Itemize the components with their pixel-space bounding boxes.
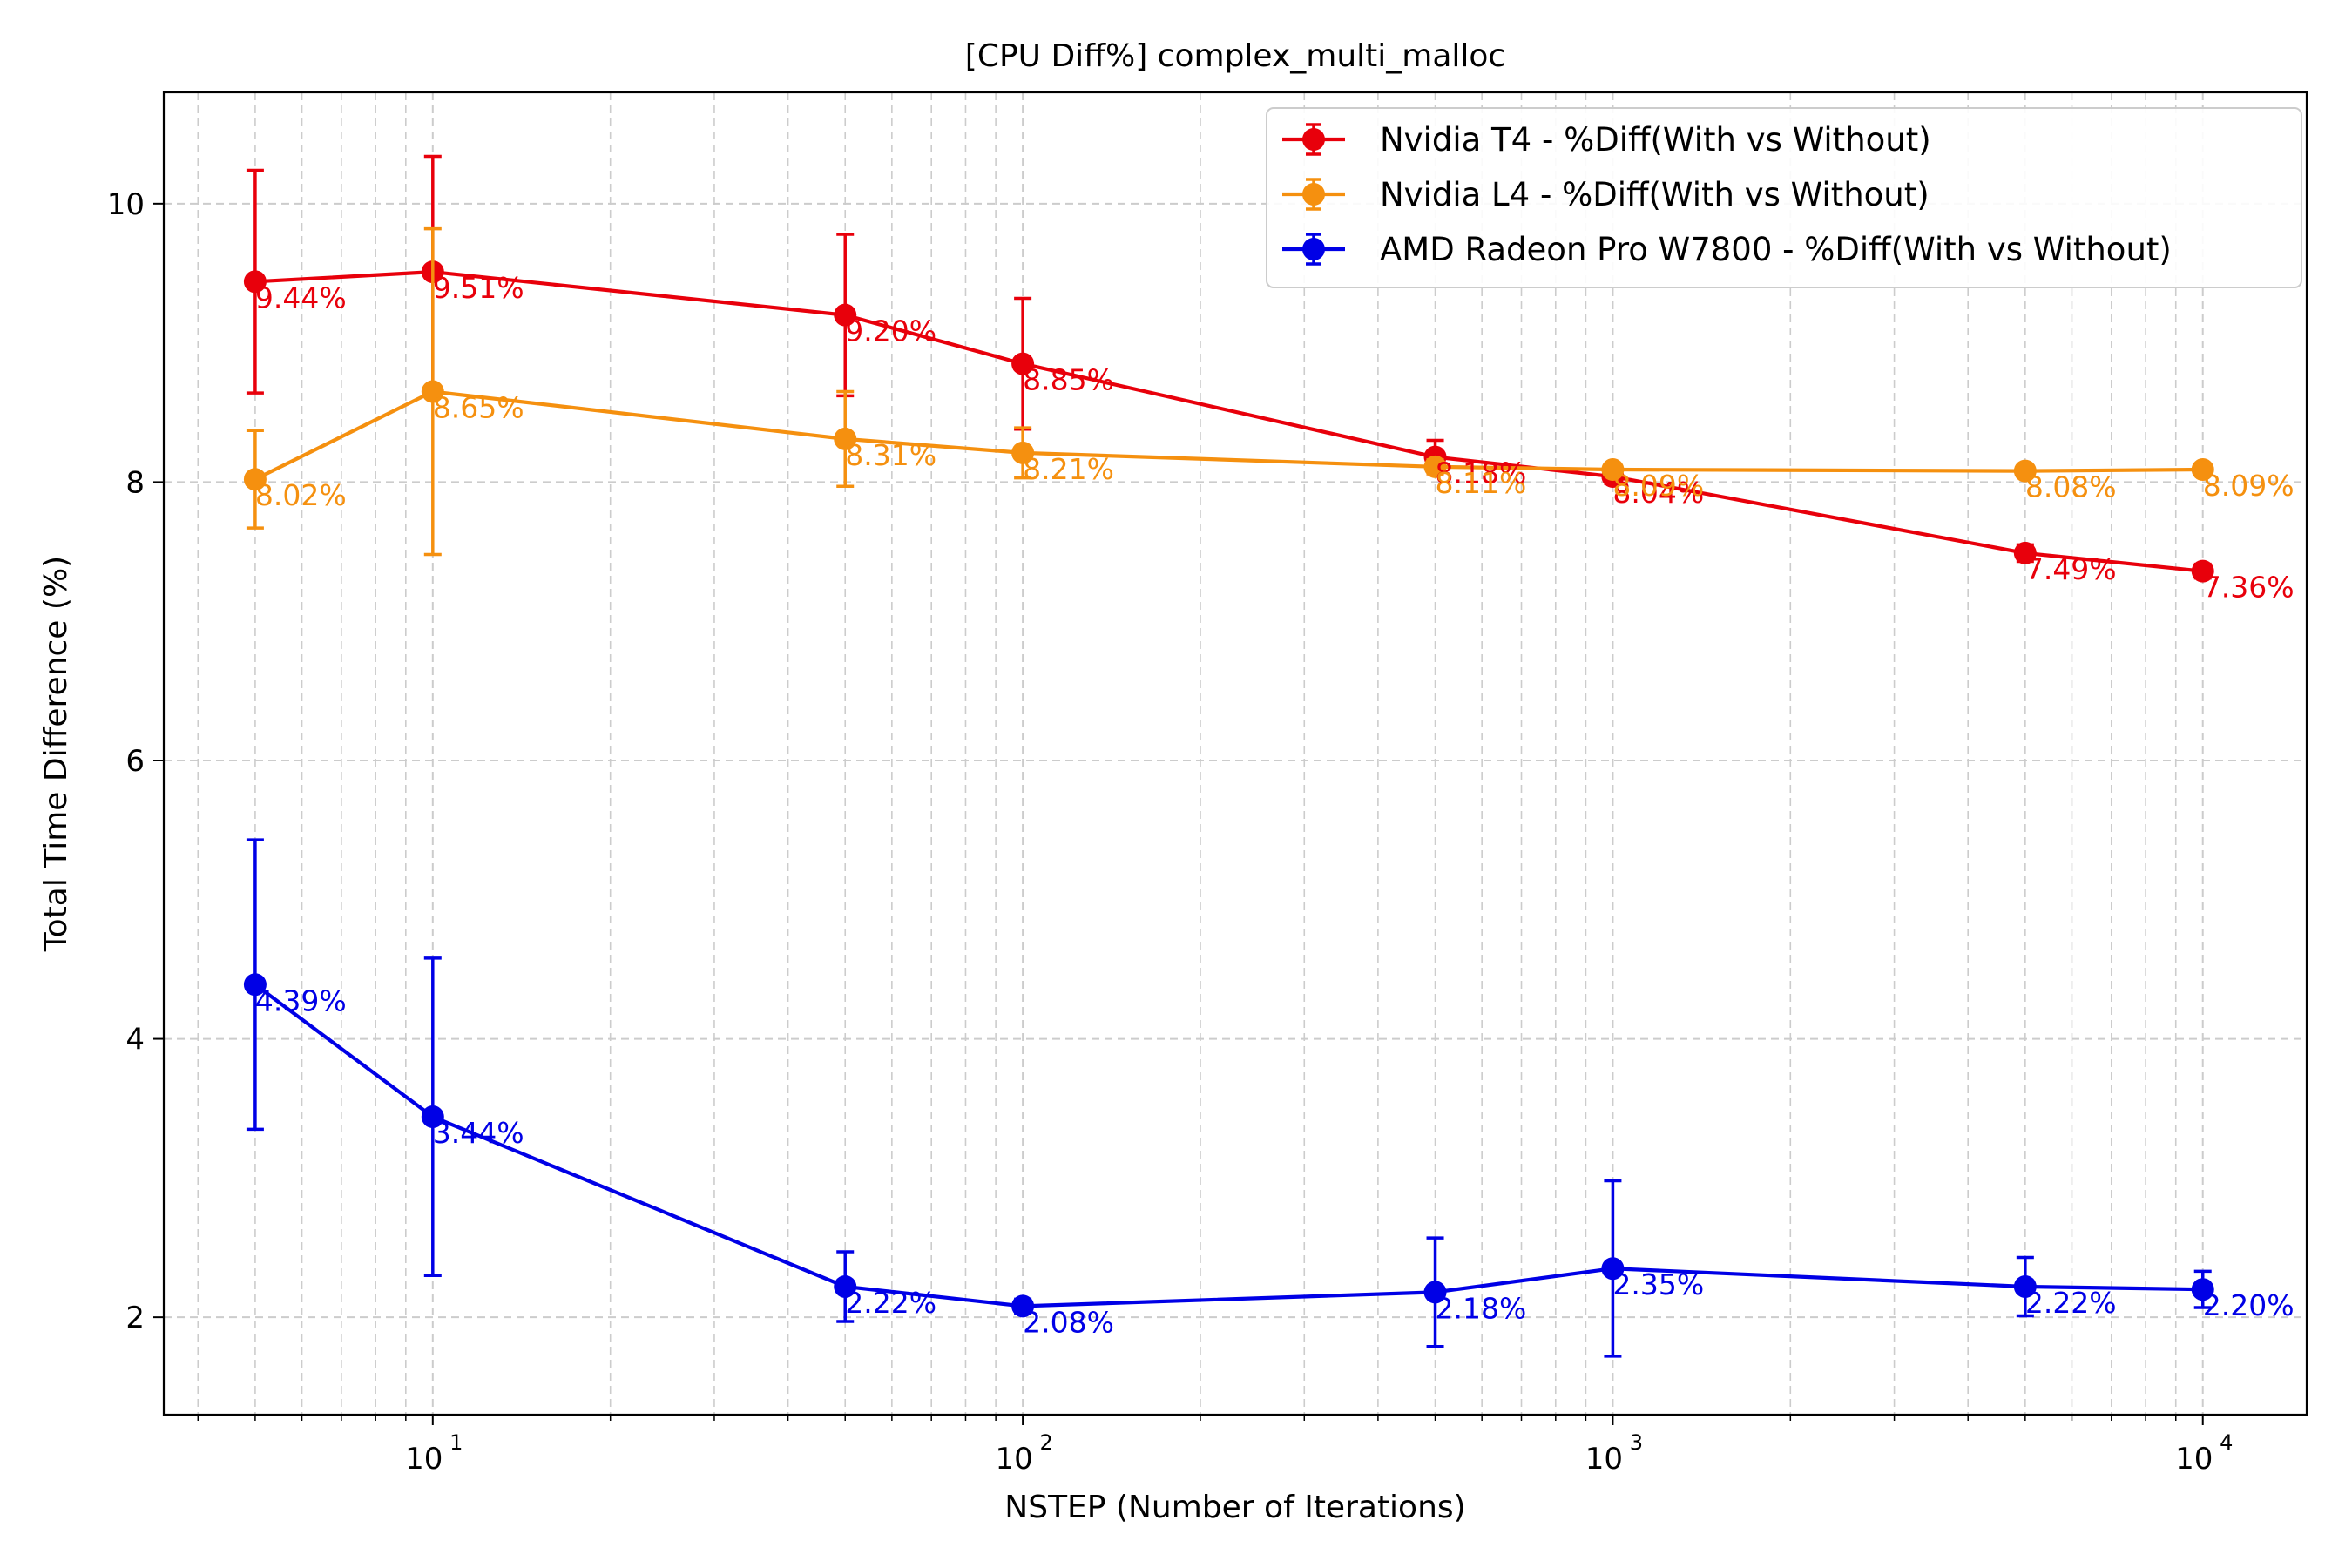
data-point xyxy=(1601,1257,1625,1281)
series-group xyxy=(243,226,2214,557)
legend-label: Nvidia L4 - %Diff(With vs Without) xyxy=(1380,176,1930,213)
legend: Nvidia T4 - %Diff(With vs Without) Nvidia… xyxy=(1266,107,2302,288)
legend-box xyxy=(1266,107,2302,288)
legend-marker xyxy=(1302,183,1325,206)
data-label: 8.09% xyxy=(2203,469,2295,503)
data-label: 8.08% xyxy=(2025,470,2117,504)
data-label: 3.44% xyxy=(433,1116,524,1150)
legend-label: AMD Radeon Pro W7800 - %Diff(With vs Wit… xyxy=(1380,231,2172,268)
data-point xyxy=(1423,455,1447,478)
data-point xyxy=(1601,458,1625,482)
data-label: 9.51% xyxy=(433,271,524,305)
x-tick-label-exponent: 1 xyxy=(449,1430,463,1455)
chart-title: [CPU Diff%] complex_multi_malloc xyxy=(965,38,1505,74)
data-label: 8.21% xyxy=(1023,452,1114,486)
x-tick-label-exponent: 2 xyxy=(1039,1430,1052,1455)
plot-frame xyxy=(162,91,2308,1416)
data-label: 8.18% xyxy=(1436,456,1527,490)
data-labels: 9.44% 9.51% 9.20% 8.85% 8.18% 8.04% 7.49% 7.36%… xyxy=(255,271,2295,1339)
data-point xyxy=(2191,559,2214,583)
data-point xyxy=(834,427,857,450)
legend-item: Nvidia T4 - %Diff(With vs Without) xyxy=(1282,121,1931,159)
data-label: 8.11% xyxy=(1436,466,1527,500)
data-label: 7.49% xyxy=(2025,552,2117,586)
x-axis-label: NSTEP (Number of Iterations) xyxy=(1004,1490,1465,1525)
grid xyxy=(164,92,2307,1415)
data-label: 2.18% xyxy=(1436,1291,1527,1325)
legend-marker xyxy=(1302,238,1325,260)
series-layer xyxy=(243,154,2214,1358)
x-tick-label: 10 xyxy=(405,1442,443,1477)
data-point xyxy=(2191,458,2214,482)
y-tick-label: 6 xyxy=(125,744,145,779)
data-point xyxy=(2191,1278,2214,1301)
data-label: 7.36% xyxy=(2203,571,2295,605)
data-point xyxy=(421,380,444,403)
data-label: 2.08% xyxy=(1023,1305,1114,1339)
data-point xyxy=(243,270,267,294)
series-line xyxy=(254,270,2203,573)
y-tick-label: 10 xyxy=(107,187,145,222)
data-point xyxy=(834,303,857,327)
legend-label: Nvidia T4 - %Diff(With vs Without) xyxy=(1380,121,1931,159)
data-label: 2.22% xyxy=(845,1286,936,1320)
data-point xyxy=(421,1105,444,1129)
data-label: 4.39% xyxy=(255,983,347,1017)
data-point xyxy=(1423,1281,1447,1304)
legend-item: AMD Radeon Pro W7800 - %Diff(With vs Wit… xyxy=(1282,231,2172,268)
x-tick-label: 10 xyxy=(995,1442,1032,1477)
data-point xyxy=(2013,1274,2037,1298)
data-point xyxy=(243,468,267,491)
data-label: 8.31% xyxy=(845,438,936,472)
x-tick-label-exponent: 4 xyxy=(2220,1430,2233,1455)
y-tick-label: 4 xyxy=(125,1023,145,1058)
x-tick-label: 10 xyxy=(1585,1442,1623,1477)
x-tick-label: 10 xyxy=(2175,1442,2213,1477)
x-tick-label-exponent: 3 xyxy=(1630,1430,1643,1455)
data-point xyxy=(1011,1294,1035,1318)
data-label: 2.20% xyxy=(2203,1288,2295,1322)
series-line xyxy=(253,389,2203,482)
data-label: 9.20% xyxy=(845,314,936,348)
data-label: 8.02% xyxy=(255,478,347,512)
data-point xyxy=(2013,459,2037,483)
data-label: 2.35% xyxy=(1612,1267,1704,1301)
data-label: 8.85% xyxy=(1023,363,1114,397)
y-tick-label: 2 xyxy=(125,1301,145,1335)
data-label: 8.04% xyxy=(1612,476,1704,510)
y-axis-label: Total Time Difference (%) xyxy=(38,556,74,952)
series-group xyxy=(243,838,2214,1358)
data-label: 8.65% xyxy=(433,391,524,425)
data-point xyxy=(834,1274,857,1298)
data-label: 9.44% xyxy=(255,280,347,314)
y-tick-label: 8 xyxy=(125,465,145,500)
data-point xyxy=(1011,352,1035,375)
series-line xyxy=(253,983,2203,1308)
legend-marker xyxy=(1302,128,1325,151)
data-label: 2.22% xyxy=(2025,1286,2117,1320)
data-point xyxy=(1011,441,1035,464)
data-point xyxy=(2013,541,2037,564)
data-label: 8.09% xyxy=(1612,469,1704,503)
legend-item: Nvidia L4 - %Diff(With vs Without) xyxy=(1282,176,1930,213)
data-point xyxy=(243,973,267,997)
